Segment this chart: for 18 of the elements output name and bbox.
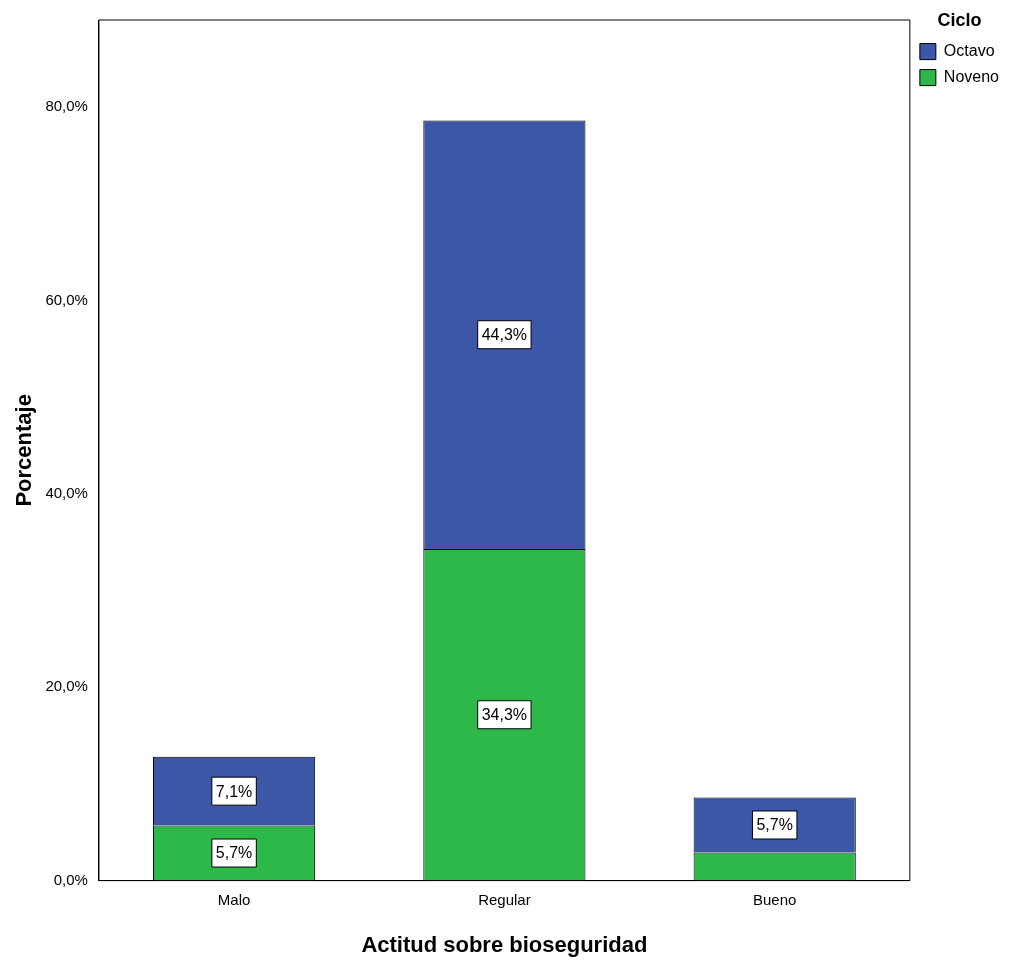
legend-title: Ciclo — [937, 9, 982, 30]
y-axis-title: Porcentaje — [11, 394, 37, 507]
x-tick-label: Bueno — [753, 890, 797, 908]
legend-label: Noveno — [943, 68, 1000, 86]
y-tick-label: 40,0% — [45, 483, 88, 501]
x-axis-title: Actitud sobre bioseguridad — [361, 931, 648, 957]
data-label: 44,3% — [481, 326, 528, 344]
y-tick-label: 20,0% — [45, 677, 88, 695]
x-tick-label: Malo — [217, 890, 251, 908]
y-tick-label: 0,0% — [53, 870, 88, 888]
data-label: 5,7% — [215, 844, 253, 862]
x-tick-label: Regular — [478, 890, 531, 908]
y-tick-label: 60,0% — [45, 290, 88, 308]
legend-label: Octavo — [943, 42, 995, 60]
y-tick-label: 80,0% — [45, 97, 88, 115]
data-label: 5,7% — [756, 816, 793, 834]
data-label: 34,3% — [481, 706, 528, 724]
data-label: 7,1% — [215, 782, 253, 800]
